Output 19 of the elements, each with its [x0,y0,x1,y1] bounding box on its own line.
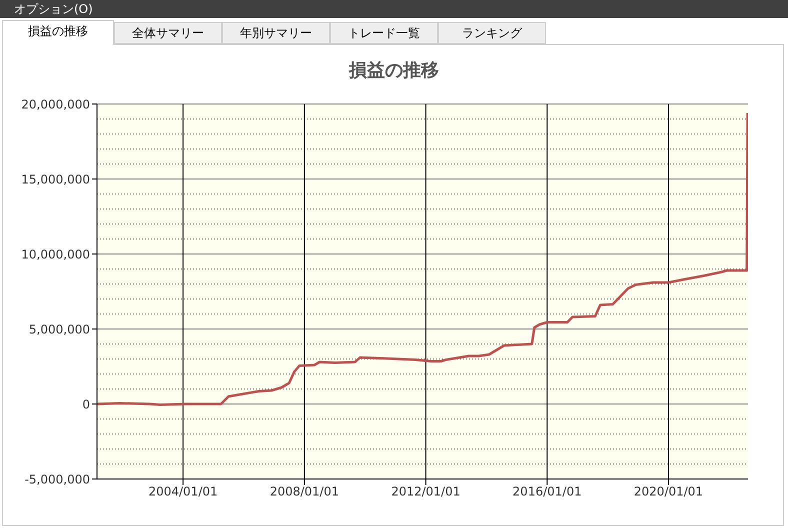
chart-title: 損益の推移 [348,59,440,82]
y-tick-label: 20,000,000 [21,97,90,112]
y-tick-label: 0 [82,397,90,412]
y-tick-label: 10,000,000 [21,247,90,262]
x-tick-label: 2004/01/01 [148,484,218,499]
x-tick-label: 2012/01/01 [391,484,460,499]
x-tick-label: 2020/01/01 [634,484,704,499]
text: トレード一覧 [330,22,438,44]
text: オプション(O) [0,0,788,18]
text: 年別サマリー [222,22,330,44]
x-tick-label: 2016/01/01 [512,484,582,499]
x-tick-label: 2008/01/01 [270,484,340,499]
line-series [97,112,748,406]
y-tick-label: 15,000,000 [21,172,90,186]
text: 損益の推移 [2,20,114,45]
text: 全体サマリー [114,22,222,44]
y-tick-label: -5,000,000 [24,472,90,486]
text: ランキング [438,22,546,44]
y-tick-label: 5,000,000 [28,322,90,336]
